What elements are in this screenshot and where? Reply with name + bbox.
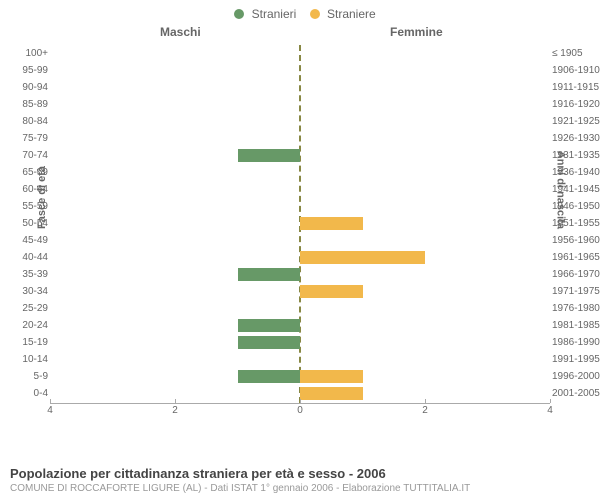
table-row: 30-341971-1975 [50,283,550,300]
age-label: 5-9 [4,368,48,385]
birth-year-label: 1961-1965 [552,249,600,266]
plot-area: 100+≤ 190595-991906-191090-941911-191585… [50,45,550,404]
age-label: 55-59 [4,198,48,215]
table-row: 100+≤ 1905 [50,45,550,62]
x-tick-label: 4 [547,405,553,416]
x-tick-label: 0 [297,405,303,416]
birth-year-label: 1906-1910 [552,62,600,79]
birth-year-label: 1996-2000 [552,368,600,385]
x-tick-mark [550,399,551,403]
table-row: 85-891916-1920 [50,96,550,113]
age-label: 0-4 [4,385,48,402]
age-label: 75-79 [4,130,48,147]
birth-year-label: 1926-1930 [552,130,600,147]
table-row: 20-241981-1985 [50,317,550,334]
legend-label-male: Stranieri [252,7,297,21]
age-label: 10-14 [4,351,48,368]
table-row: 95-991906-1910 [50,62,550,79]
x-tick-mark [50,399,51,403]
age-label: 45-49 [4,232,48,249]
age-label: 80-84 [4,113,48,130]
age-label: 40-44 [4,249,48,266]
birth-year-label: ≤ 1905 [552,45,600,62]
birth-year-label: 1931-1935 [552,147,600,164]
birth-year-label: 1971-1975 [552,283,600,300]
age-label: 25-29 [4,300,48,317]
table-row: 15-191986-1990 [50,334,550,351]
birth-year-label: 1976-1980 [552,300,600,317]
table-row: 70-741931-1935 [50,147,550,164]
birth-year-label: 1936-1940 [552,164,600,181]
birth-year-label: 1911-1915 [552,79,600,96]
age-label: 60-64 [4,181,48,198]
birth-year-label: 1951-1955 [552,215,600,232]
chart-title: Popolazione per cittadinanza straniera p… [10,466,590,481]
x-tick-mark [300,399,301,403]
table-row: 45-491956-1960 [50,232,550,249]
age-label: 70-74 [4,147,48,164]
age-label: 90-94 [4,79,48,96]
table-row: 60-641941-1945 [50,181,550,198]
table-row: 5-91996-2000 [50,368,550,385]
table-row: 25-291976-1980 [50,300,550,317]
x-tick-label: 4 [47,405,53,416]
birth-year-label: 1916-1920 [552,96,600,113]
chart-footer: Popolazione per cittadinanza straniera p… [10,466,590,494]
bar-male [238,149,301,162]
birth-year-label: 2001-2005 [552,385,600,402]
table-row: 35-391966-1970 [50,266,550,283]
bar-female [300,285,363,298]
chart-container: Stranieri Straniere Maschi Femmine Fasce… [0,0,600,500]
table-row: 75-791926-1930 [50,130,550,147]
x-tick-label: 2 [172,405,178,416]
legend-swatch-male [234,9,244,19]
birth-year-label: 1991-1995 [552,351,600,368]
legend-label-female: Straniere [327,7,376,21]
bar-male [238,319,301,332]
age-label: 85-89 [4,96,48,113]
table-row: 10-141991-1995 [50,351,550,368]
bar-female [300,251,425,264]
age-label: 50-54 [4,215,48,232]
birth-year-label: 1921-1925 [552,113,600,130]
age-label: 100+ [4,45,48,62]
birth-year-label: 1956-1960 [552,232,600,249]
age-label: 35-39 [4,266,48,283]
x-axis: 4 2 0 2 4 [50,403,550,421]
chart-area: Maschi Femmine Fasce di età Anni di nasc… [50,23,550,423]
chart-subtitle: COMUNE DI ROCCAFORTE LIGURE (AL) - Dati … [10,483,590,494]
bar-female [300,217,363,230]
table-row: 80-841921-1925 [50,113,550,130]
table-row: 55-591946-1950 [50,198,550,215]
birth-year-label: 1946-1950 [552,198,600,215]
x-tick-label: 2 [422,405,428,416]
table-row: 50-541951-1955 [50,215,550,232]
bar-male [238,268,301,281]
bar-male [238,370,301,383]
birth-year-label: 1986-1990 [552,334,600,351]
table-row: 90-941911-1915 [50,79,550,96]
x-tick-mark [175,399,176,403]
birth-year-label: 1981-1985 [552,317,600,334]
age-label: 15-19 [4,334,48,351]
table-row: 65-691936-1940 [50,164,550,181]
age-label: 30-34 [4,283,48,300]
age-label: 20-24 [4,317,48,334]
bar-female [300,370,363,383]
bar-female [300,387,363,400]
table-row: 40-441961-1965 [50,249,550,266]
column-header-female: Femmine [390,25,443,39]
legend: Stranieri Straniere [0,0,600,23]
legend-swatch-female [310,9,320,19]
column-header-male: Maschi [160,25,201,39]
bar-male [238,336,301,349]
age-label: 65-69 [4,164,48,181]
x-tick-mark [425,399,426,403]
birth-year-label: 1966-1970 [552,266,600,283]
birth-year-label: 1941-1945 [552,181,600,198]
age-label: 95-99 [4,62,48,79]
